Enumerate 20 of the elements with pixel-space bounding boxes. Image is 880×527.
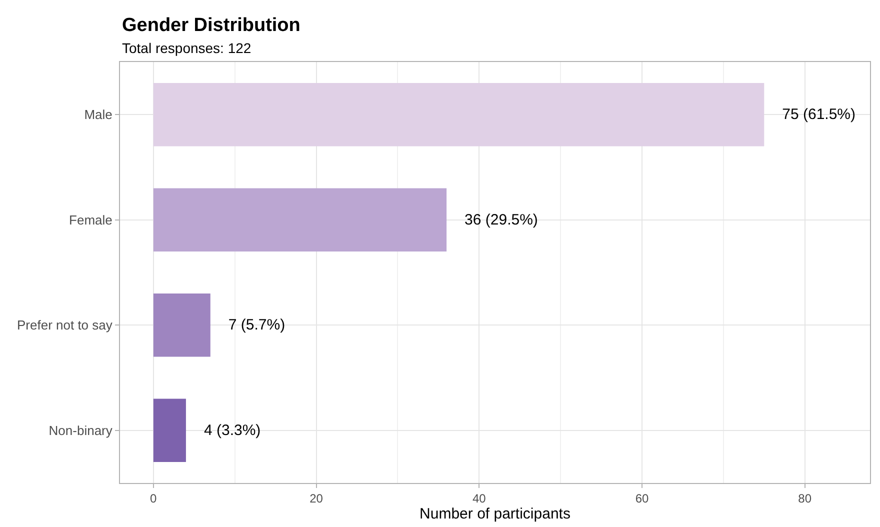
- data-label: 7 (5.7%): [213, 316, 286, 334]
- data-label: 36 (29.5%): [450, 211, 538, 228]
- data-label: 4 (3.3%): [188, 422, 261, 439]
- x-tick-label: 0: [150, 491, 158, 506]
- y-tick-label: Male: [84, 107, 112, 122]
- y-tick-label: Female: [69, 212, 112, 228]
- x-tick-label: 60: [635, 491, 649, 506]
- y-tick-label: Prefer not to say: [17, 318, 113, 333]
- bar: [153, 188, 447, 252]
- x-tick-label: 20: [310, 491, 324, 506]
- x-tick-label: 80: [798, 491, 812, 506]
- bar: [153, 83, 764, 146]
- x-axis-title: Number of participants: [420, 505, 570, 522]
- chart-subtitle: Total responses: 122: [122, 40, 252, 56]
- bar: [153, 398, 186, 462]
- data-label: 75 (61.5%): [767, 106, 856, 124]
- bar: [153, 294, 210, 357]
- y-tick-label: Non-binary: [48, 422, 113, 438]
- x-tick-label: 40: [472, 491, 486, 506]
- chart-title: Gender Distribution: [122, 15, 300, 36]
